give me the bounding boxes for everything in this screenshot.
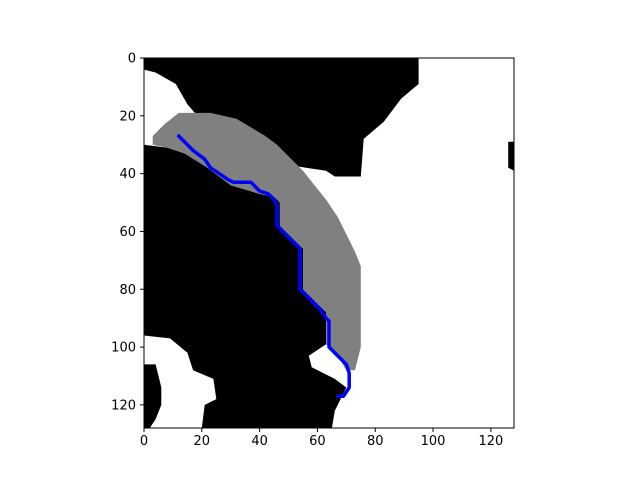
left-obstacle — [144, 144, 347, 428]
y-tick-label: 40 — [119, 167, 136, 182]
y-tick-label: 0 — [128, 52, 136, 67]
x-tick-label: 20 — [194, 434, 211, 449]
x-tick-label: 0 — [140, 434, 148, 449]
bottom-left-obstacle — [144, 364, 162, 428]
top-obstacle — [144, 58, 419, 177]
y-tick-label: 60 — [119, 225, 136, 240]
y-tick-label: 120 — [111, 398, 136, 413]
path-line-0 — [176, 134, 351, 398]
x-tick-label: 40 — [251, 434, 268, 449]
x-axis: 0 20 40 60 80 100 120 — [140, 428, 503, 449]
plot-area — [143, 57, 515, 429]
y-tick-label: 20 — [119, 109, 136, 124]
y-tick-label: 80 — [119, 283, 136, 298]
image-regions — [144, 58, 514, 428]
x-tick-label: 80 — [367, 434, 384, 449]
right-edge-mark — [508, 141, 514, 171]
path-series — [176, 134, 351, 398]
x-tick-label: 60 — [309, 434, 326, 449]
y-axis: 0 20 40 60 80 100 120 — [111, 52, 144, 413]
axes-frame — [143, 57, 515, 429]
gray-corridor — [152, 112, 361, 371]
x-tick-label: 100 — [421, 434, 446, 449]
y-tick-label: 100 — [111, 341, 136, 356]
x-tick-label: 120 — [478, 434, 503, 449]
